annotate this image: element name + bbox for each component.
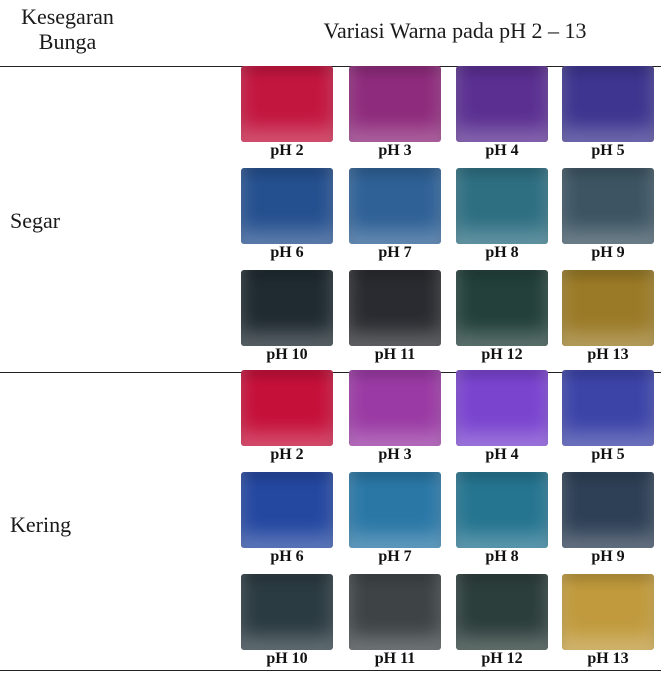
ph-sample-cell: pH 7 (349, 168, 441, 268)
ph-label: pH 4 (485, 142, 519, 159)
ph-sample-cell: pH 8 (456, 472, 548, 572)
ph-label: pH 2 (270, 142, 304, 159)
ph-sample-cell: pH 3 (349, 370, 441, 470)
ph-sample-cell: pH 12 (456, 574, 548, 674)
ph-label: pH 2 (270, 446, 304, 463)
ph-color-swatch (562, 66, 654, 142)
ph-sample-cell: pH 5 (562, 370, 654, 470)
ph-sample-cell: pH 2 (241, 370, 333, 470)
ph-label: pH 12 (481, 650, 523, 667)
header-freshness-line2: Bunga (38, 29, 97, 54)
ph-label: pH 9 (591, 244, 625, 261)
ph-color-swatch (562, 168, 654, 244)
ph-color-swatch (349, 370, 441, 446)
ph-color-swatch (349, 472, 441, 548)
ph-color-swatch (241, 472, 333, 548)
ph-label: pH 11 (374, 650, 416, 667)
ph-sample-cell: pH 11 (349, 574, 441, 674)
ph-color-swatch (349, 66, 441, 142)
ph-label: pH 6 (270, 244, 304, 261)
ph-color-swatch (456, 370, 548, 446)
ph-sample-cell: pH 6 (241, 472, 333, 572)
ph-color-swatch (349, 168, 441, 244)
header-freshness: Kesegaran Bunga (0, 4, 135, 54)
ph-sample-cell: pH 10 (241, 270, 333, 370)
ph-sample-cell: pH 13 (562, 270, 654, 370)
ph-color-swatch (241, 66, 333, 142)
ph-sample-cell: pH 4 (456, 370, 548, 470)
ph-label: pH 9 (591, 548, 625, 565)
group-label-segar: Segar (10, 208, 61, 233)
ph-sample-cell: pH 13 (562, 574, 654, 674)
ph-label: pH 6 (270, 548, 304, 565)
ph-label: pH 10 (266, 650, 308, 667)
ph-color-swatch (562, 370, 654, 446)
ph-label: pH 8 (485, 548, 519, 565)
ph-sample-cell: pH 2 (241, 66, 333, 166)
ph-sample-cell: pH 9 (562, 168, 654, 268)
ph-sample-cell: pH 11 (349, 270, 441, 370)
ph-sample-cell: pH 9 (562, 472, 654, 572)
ph-sample-cell: pH 12 (456, 270, 548, 370)
ph-color-swatch (456, 168, 548, 244)
ph-color-swatch (241, 370, 333, 446)
ph-sample-cell: pH 10 (241, 574, 333, 674)
header-freshness-line1: Kesegaran (21, 4, 114, 29)
ph-label: pH 4 (485, 446, 519, 463)
ph-sample-cell: pH 5 (562, 66, 654, 166)
ph-color-swatch (456, 66, 548, 142)
ph-label: pH 5 (591, 142, 625, 159)
table-bottom-rule (0, 670, 661, 671)
ph-sample-cell: pH 7 (349, 472, 441, 572)
ph-color-swatch (562, 472, 654, 548)
ph-label: pH 3 (378, 446, 412, 463)
ph-color-swatch (241, 168, 333, 244)
ph-color-swatch (241, 574, 333, 650)
ph-label: pH 13 (587, 346, 629, 363)
ph-label: pH 11 (374, 346, 416, 363)
ph-sample-cell: pH 8 (456, 168, 548, 268)
ph-label: pH 7 (378, 548, 412, 565)
ph-color-swatch (456, 270, 548, 346)
ph-sample-cell: pH 6 (241, 168, 333, 268)
ph-sample-cell: pH 4 (456, 66, 548, 166)
ph-color-swatch (349, 270, 441, 346)
ph-color-swatch (456, 472, 548, 548)
ph-label: pH 3 (378, 142, 412, 159)
ph-label: pH 13 (587, 650, 629, 667)
ph-color-swatch (456, 574, 548, 650)
ph-label: pH 10 (266, 346, 308, 363)
ph-color-swatch (241, 270, 333, 346)
group-label-kering: Kering (10, 512, 72, 537)
ph-label: pH 12 (481, 346, 523, 363)
ph-label: pH 7 (378, 244, 412, 261)
ph-color-swatch (349, 574, 441, 650)
ph-label: pH 5 (591, 446, 625, 463)
ph-sample-cell: pH 3 (349, 66, 441, 166)
ph-color-swatch (562, 574, 654, 650)
header-color-variation: Variasi Warna pada pH 2 – 13 (323, 18, 587, 43)
ph-label: pH 8 (485, 244, 519, 261)
ph-color-swatch (562, 270, 654, 346)
